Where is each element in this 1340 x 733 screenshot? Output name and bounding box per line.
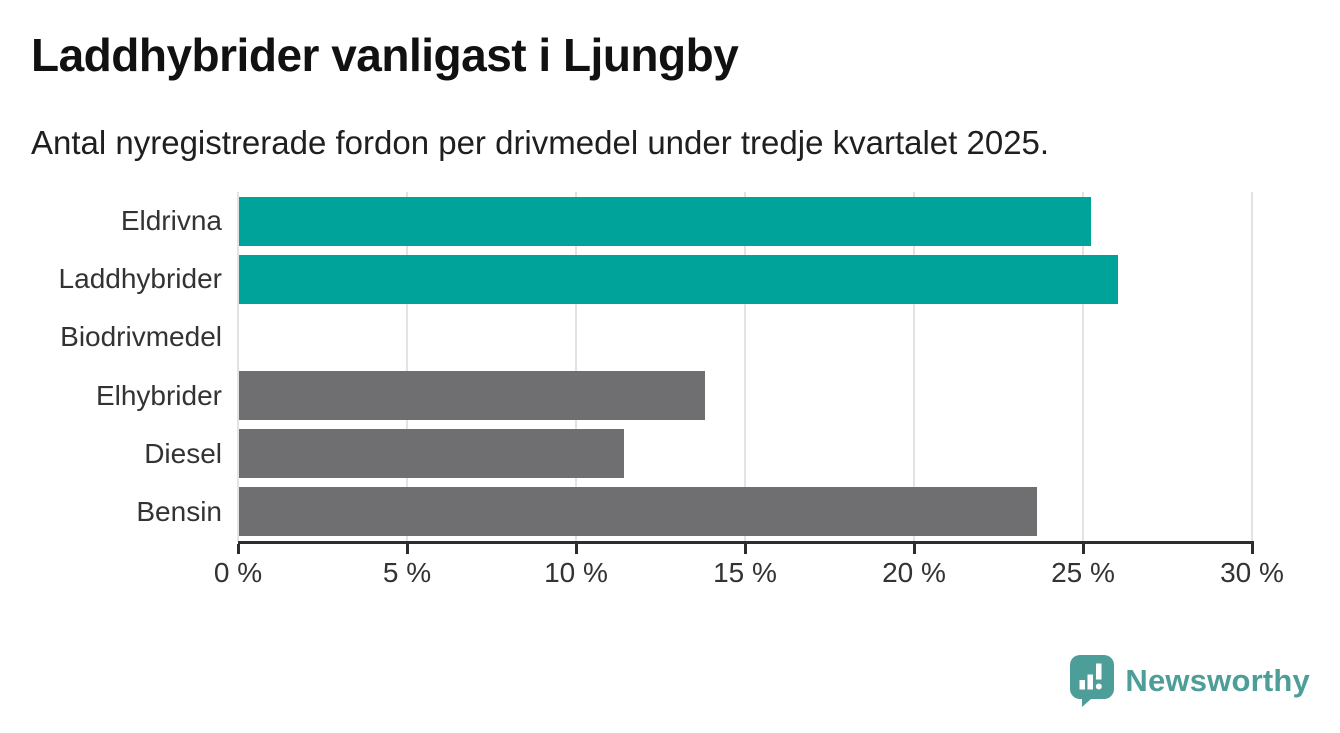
x-axis-tick-15 [743, 544, 747, 554]
x-axis-tick-label-15: 15 % [713, 557, 777, 588]
gridline-0 [237, 192, 239, 541]
logo-exclamation-dot [1096, 683, 1103, 690]
bar-bensin [239, 487, 1037, 537]
x-axis-tick-label-0: 0 % [213, 557, 263, 588]
x-axis-tick-label-30: 30 % [1220, 557, 1284, 588]
category-label-eldrivna: Eldrivna [120, 205, 222, 236]
logo-bar-tall [1087, 674, 1094, 690]
gridline-5 [406, 192, 408, 541]
gridline-30 [1251, 192, 1253, 541]
x-axis-tick-20 [912, 544, 916, 554]
newsworthy-logo-icon [1070, 655, 1115, 707]
gridline-15 [744, 192, 746, 541]
category-label-biodrivmedel: Biodrivmedel [60, 321, 222, 353]
x-axis-line [238, 541, 1254, 544]
logo-bar-small [1079, 680, 1086, 690]
x-axis-tick-0 [236, 544, 240, 554]
gridline-10 [575, 192, 577, 541]
category-label-diesel: Diesel [144, 437, 222, 469]
chart-subtitle: Antal nyregistrerade fordon per drivmede… [31, 124, 1050, 161]
bar-laddhybrider [239, 254, 1118, 304]
x-axis-tick-label-25: 25 % [1051, 557, 1115, 588]
bar-elhybrider [239, 371, 706, 421]
category-label-elhybrider: Elhybrider [95, 379, 222, 411]
bar-eldrivna [239, 196, 1091, 246]
x-axis-tick-label-5: 5 % [382, 557, 432, 588]
gridline-25 [1082, 192, 1084, 541]
x-axis-tick-10 [574, 544, 578, 554]
gridline-20 [913, 192, 915, 541]
x-axis-tick-label-10: 10 % [544, 557, 608, 588]
bar-diesel [239, 429, 625, 479]
chart-title: Laddhybrider vanligast i Ljungby [31, 29, 739, 81]
logo-exclamation-bar [1096, 663, 1102, 680]
category-label-laddhybrider: Laddhybrider [58, 263, 222, 295]
category-label-bensin: Bensin [136, 495, 222, 527]
x-axis-tick-label-20: 20 % [882, 557, 946, 588]
x-axis-tick-25 [1081, 544, 1085, 554]
brand-name: Newsworthy [1125, 662, 1310, 698]
brand-footer: Newsworthy [1069, 654, 1310, 707]
x-axis-tick-5 [405, 544, 409, 554]
x-axis-tick-30 [1250, 544, 1254, 554]
